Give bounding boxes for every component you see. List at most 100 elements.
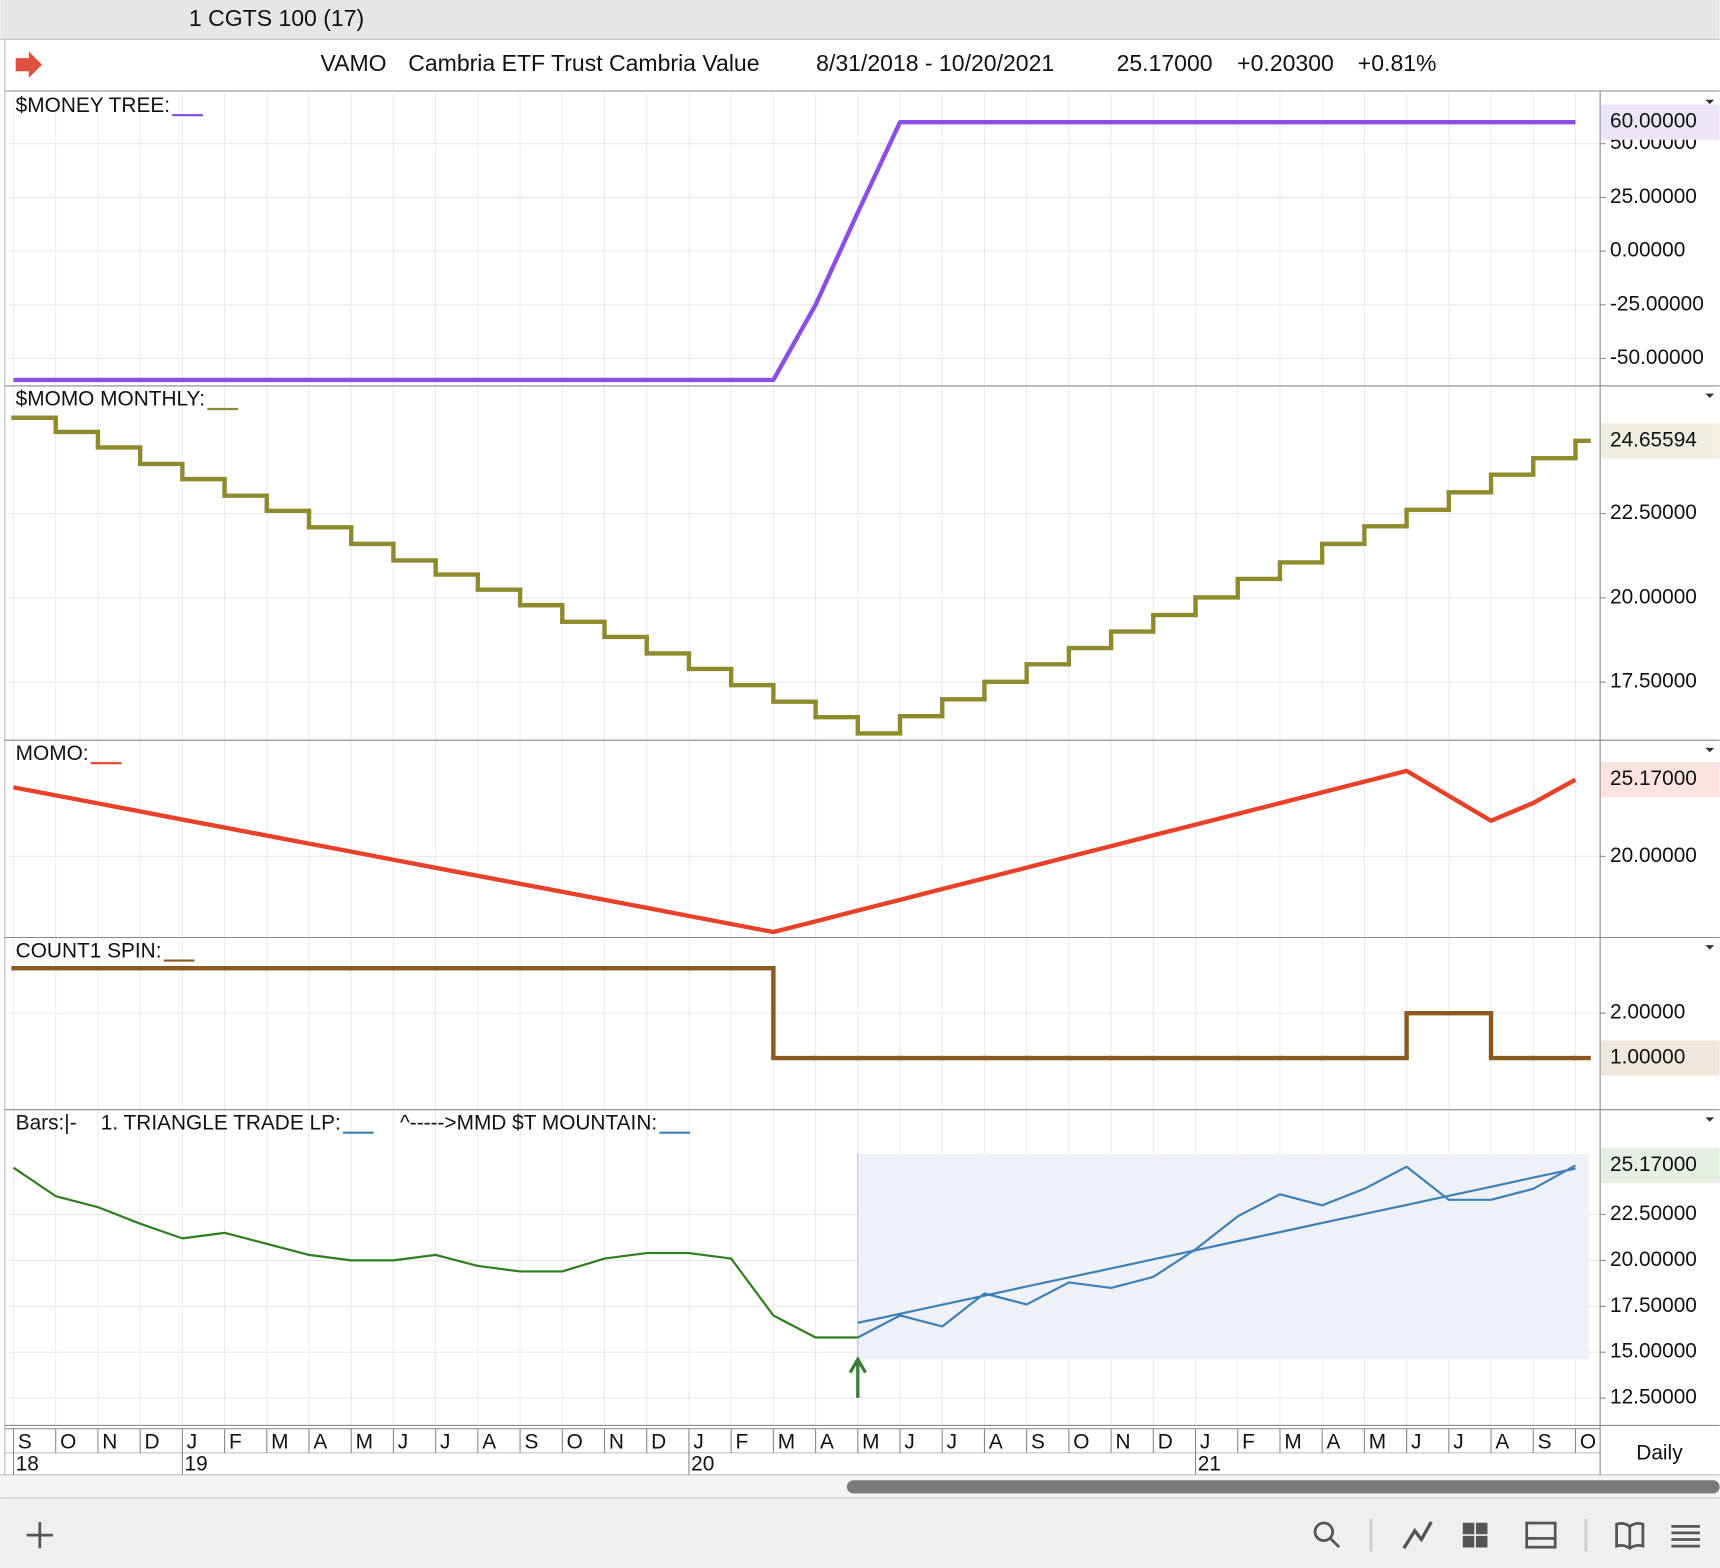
y-tick-label: -50.00000 bbox=[1610, 346, 1704, 369]
panel-menu[interactable] bbox=[1705, 747, 1715, 753]
layout-button[interactable] bbox=[1462, 1522, 1488, 1548]
x-tick-label: M bbox=[862, 1430, 879, 1453]
y-tick-label: 22.50000 bbox=[1610, 1202, 1697, 1225]
y-tick-label: 0.00000 bbox=[1610, 239, 1685, 262]
x-tick-label: M bbox=[356, 1430, 373, 1453]
current-value-box bbox=[1601, 1147, 1720, 1184]
panel-menu[interactable] bbox=[1705, 99, 1715, 105]
x-tick-label: J bbox=[187, 1430, 197, 1453]
year-label: 19 bbox=[185, 1452, 208, 1475]
x-tick-label: O bbox=[1073, 1430, 1089, 1453]
x-tick-label: O bbox=[567, 1430, 583, 1453]
current-value-label: 1.00000 bbox=[1610, 1046, 1685, 1069]
y-tick-label: 17.50000 bbox=[1610, 1294, 1697, 1317]
signal-zone bbox=[857, 1153, 1589, 1360]
panels: 50.0000025.000000.00000-25.00000-50.0000… bbox=[0, 93, 1720, 1475]
book-button[interactable] bbox=[1615, 1522, 1645, 1550]
symbol: VAMO bbox=[321, 50, 387, 76]
add-button[interactable] bbox=[26, 1521, 53, 1549]
x-tick-label: F bbox=[229, 1430, 242, 1453]
legend-label: COUNT1 SPIN: bbox=[16, 939, 162, 962]
current-value-box bbox=[1601, 1040, 1720, 1076]
x-tick-label: A bbox=[313, 1430, 327, 1453]
toolbar-icons bbox=[26, 1518, 1700, 1552]
x-tick-label: F bbox=[736, 1430, 749, 1453]
current-value-label: 25.17000 bbox=[1610, 767, 1697, 790]
x-tick-label: A bbox=[989, 1430, 1003, 1453]
x-tick-label: M bbox=[1369, 1430, 1386, 1453]
menu-button[interactable] bbox=[1671, 1524, 1700, 1548]
y-tick-label: 20.00000 bbox=[1610, 844, 1697, 867]
x-tick-label: J bbox=[1411, 1430, 1421, 1453]
x-tick-label: J bbox=[693, 1430, 703, 1453]
signal-arrow bbox=[848, 1356, 867, 1398]
x-tick-label: J bbox=[1453, 1430, 1463, 1453]
current-value-box bbox=[1601, 762, 1720, 798]
series-line bbox=[857, 1167, 1576, 1324]
current-value-box bbox=[1601, 423, 1720, 459]
arrow-icon[interactable] bbox=[15, 51, 43, 78]
panel-menu[interactable] bbox=[1705, 945, 1715, 950]
x-tick-label: D bbox=[1158, 1430, 1173, 1453]
scrollbar-thumb[interactable] bbox=[846, 1480, 1720, 1494]
x-tick-label: A bbox=[1495, 1430, 1509, 1453]
y-tick-label: 12.50000 bbox=[1610, 1386, 1697, 1409]
x-tick-label: A bbox=[1327, 1430, 1341, 1453]
x-tick-label: O bbox=[60, 1430, 76, 1453]
x-tick-label: S bbox=[18, 1430, 32, 1453]
last-price: 25.17000 bbox=[1117, 50, 1213, 76]
interval-label[interactable]: Daily bbox=[1636, 1441, 1683, 1464]
x-tick-label: M bbox=[271, 1430, 288, 1453]
y-tick-label: 15.00000 bbox=[1610, 1340, 1697, 1363]
window-button[interactable] bbox=[1525, 1521, 1557, 1549]
panel-menu[interactable] bbox=[1705, 1117, 1715, 1122]
x-tick-label: J bbox=[398, 1430, 408, 1453]
x-tick-label: S bbox=[524, 1430, 538, 1453]
x-tick-label: J bbox=[947, 1430, 957, 1453]
search-handle bbox=[1329, 1537, 1341, 1549]
x-tick-label: M bbox=[778, 1430, 795, 1453]
chart-style-button[interactable] bbox=[1402, 1521, 1433, 1550]
year-label: 21 bbox=[1198, 1452, 1221, 1475]
toolbar-separator bbox=[1369, 1518, 1588, 1552]
x-tick-label: J bbox=[440, 1430, 450, 1453]
series-line bbox=[13, 120, 1576, 383]
y-tick-label: 17.50000 bbox=[1610, 670, 1697, 693]
x-tick-label: A bbox=[820, 1430, 834, 1453]
y-tick-label: 20.00000 bbox=[1610, 1248, 1697, 1271]
x-tick-label: O bbox=[1580, 1430, 1596, 1453]
x-tick-label: N bbox=[1115, 1430, 1130, 1453]
price-change: +0.20300 bbox=[1237, 50, 1334, 76]
year-label: 18 bbox=[16, 1452, 39, 1475]
y-tick-label: 2.00000 bbox=[1610, 1001, 1685, 1024]
legend-label: $MONEY TREE: bbox=[16, 94, 170, 117]
search-button[interactable] bbox=[1313, 1521, 1334, 1542]
legend-label: 1. TRIANGLE TRADE LP: bbox=[101, 1111, 341, 1134]
panel-menu[interactable] bbox=[1705, 393, 1715, 399]
series-line bbox=[13, 768, 1577, 935]
x-tick-label: F bbox=[1242, 1430, 1255, 1453]
date-range: 8/31/2018 - 10/20/2021 bbox=[816, 50, 1054, 76]
y-tick-label: -25.00000 bbox=[1610, 292, 1704, 315]
security-name: Cambria ETF Trust Cambria Value bbox=[408, 50, 759, 76]
series-line bbox=[857, 1164, 1576, 1339]
percent-change: +0.81% bbox=[1358, 50, 1437, 76]
legend-label: Bars:|- bbox=[16, 1111, 77, 1134]
x-tick-label: M bbox=[1284, 1430, 1301, 1453]
title-bar bbox=[0, 0, 1720, 40]
legend-label: $MOMO MONTHLY: bbox=[16, 388, 205, 411]
x-tick-label: N bbox=[102, 1430, 117, 1453]
current-value-box bbox=[1601, 104, 1720, 140]
current-value-label: 25.17000 bbox=[1610, 1153, 1697, 1176]
x-tick-label: S bbox=[1031, 1430, 1045, 1453]
x-tick-label: J bbox=[1200, 1430, 1210, 1453]
year-label: 20 bbox=[691, 1452, 714, 1475]
x-tick-label: A bbox=[482, 1430, 496, 1453]
current-value-label: 60.00000 bbox=[1610, 110, 1697, 133]
window-title: 1 CGTS 100 (17) bbox=[189, 5, 364, 31]
toolbar bbox=[0, 1497, 1720, 1568]
y-tick-label: 20.00000 bbox=[1610, 585, 1697, 608]
x-tick-label: J bbox=[904, 1430, 914, 1453]
x-tick-label: S bbox=[1538, 1430, 1552, 1453]
